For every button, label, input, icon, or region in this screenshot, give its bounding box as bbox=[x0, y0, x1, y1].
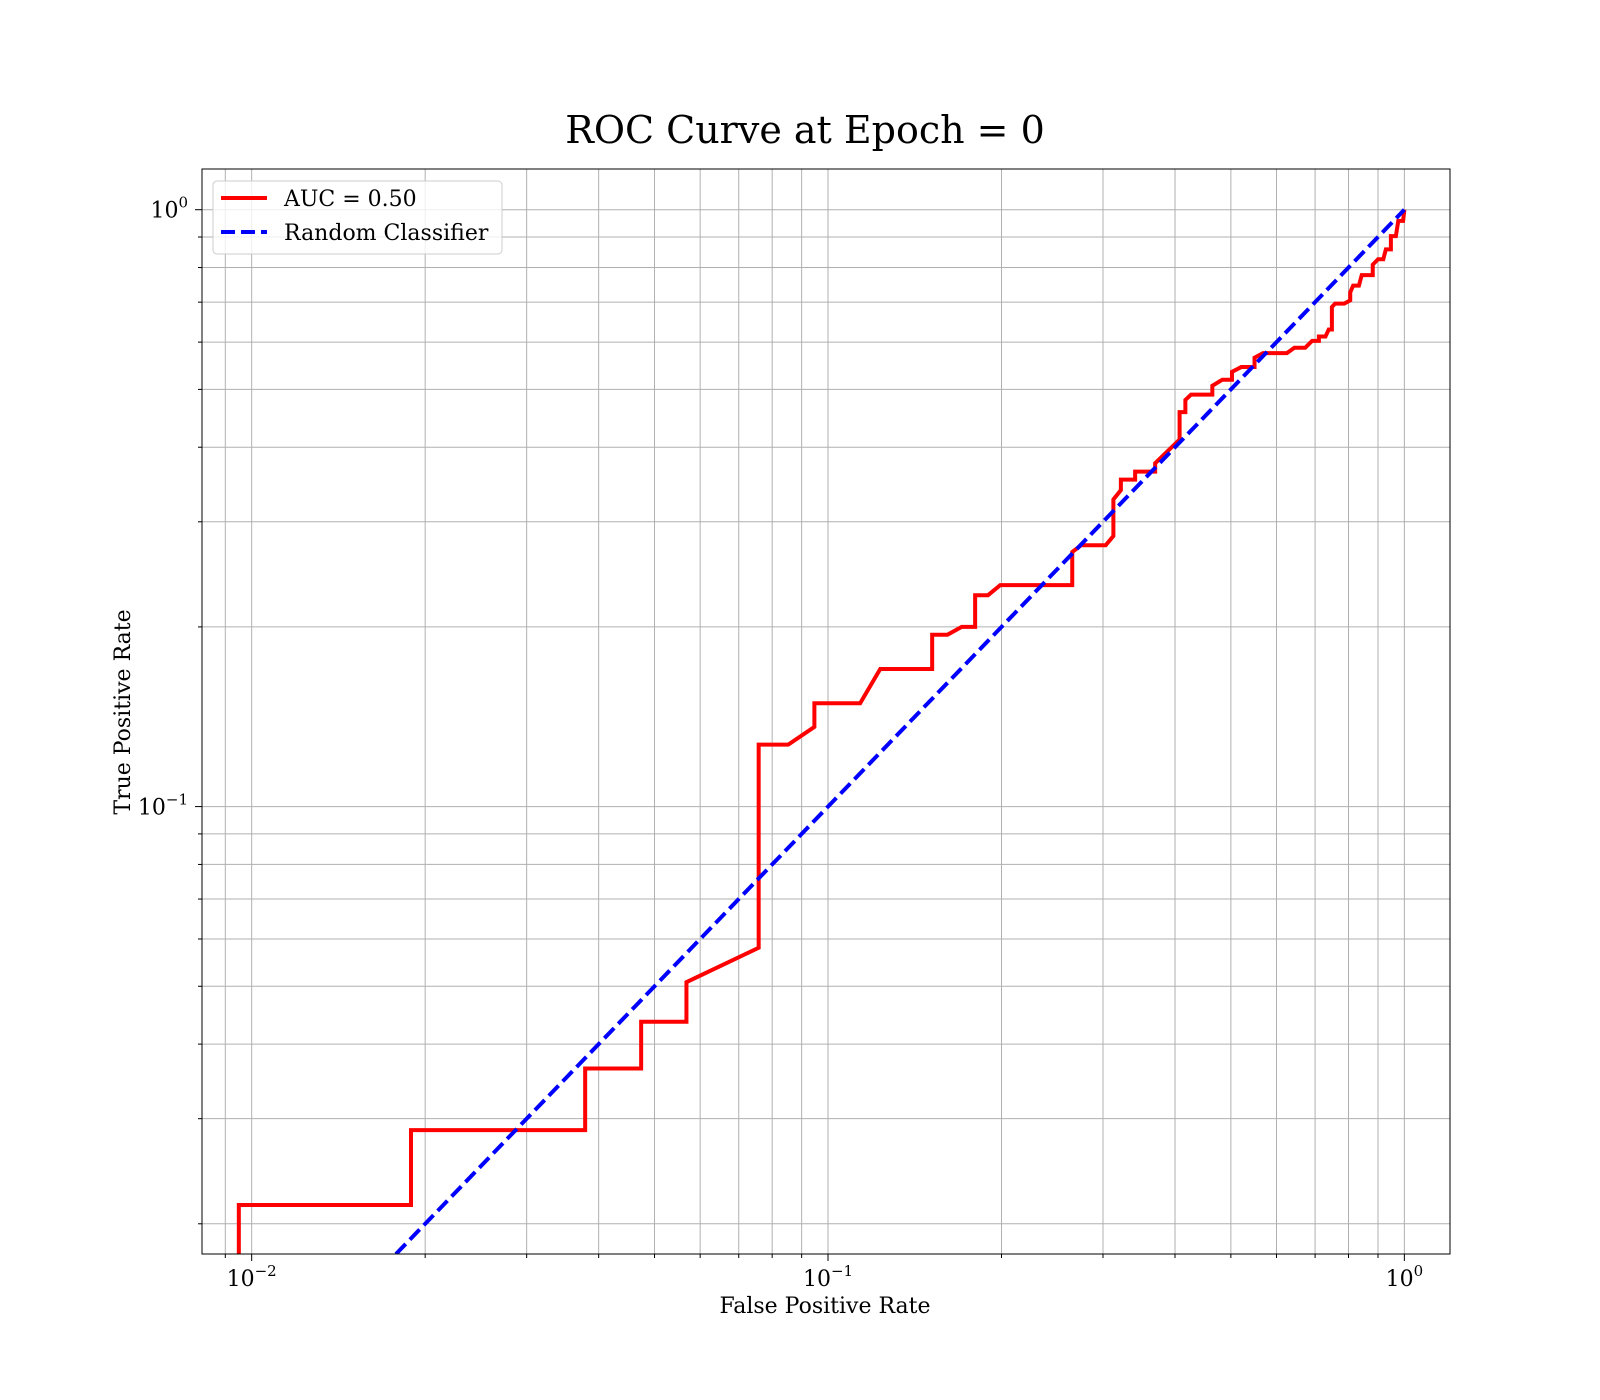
x-tick-label: 100 bbox=[1386, 1262, 1424, 1292]
plot-frame bbox=[201, 168, 1451, 1255]
y-tick-label: 100 bbox=[150, 194, 188, 224]
y-axis-label: True Positive Rate bbox=[111, 609, 136, 814]
legend: AUC = 0.50 Random Classifier bbox=[212, 180, 503, 255]
tick-labels: 10−2 10−1 100 10−1 100 bbox=[138, 194, 1423, 1292]
y-tick-label: 10−1 bbox=[138, 791, 188, 821]
x-axis-label: False Positive Rate bbox=[719, 1294, 930, 1319]
grid bbox=[202, 169, 1450, 1254]
chart-title: ROC Curve at Epoch = 0 bbox=[565, 108, 1045, 152]
x-tick-label: 10−1 bbox=[803, 1262, 853, 1292]
legend-frame bbox=[212, 180, 503, 255]
x-tick-label: 10−2 bbox=[227, 1262, 277, 1292]
series-layer bbox=[236, 208, 1407, 1254]
tick-layer bbox=[195, 209, 1405, 1261]
legend-label-auc: AUC = 0.50 bbox=[283, 187, 417, 212]
roc-curve-line bbox=[236, 209, 1407, 1254]
legend-label-random: Random Classifier bbox=[284, 221, 489, 246]
random-classifier-line bbox=[394, 208, 1406, 1254]
